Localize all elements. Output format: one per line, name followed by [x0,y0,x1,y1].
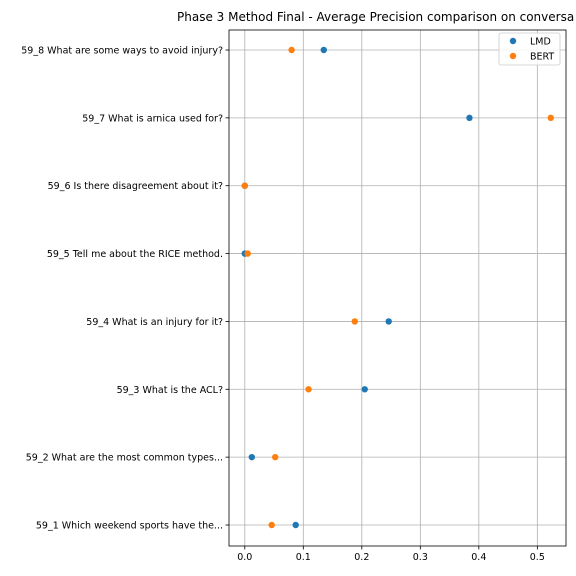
chart-title: Phase 3 Method Final - Average Precision… [177,10,574,24]
x-tick-label: 0.5 [530,552,545,563]
data-points [241,46,554,529]
legend-marker-lmd [509,37,517,45]
point-lmd [320,46,327,54]
point-bert [547,114,554,122]
plot-frame [228,29,567,547]
legend: LMD BERT [498,32,561,66]
y-tick-label: 59_4 What is an injury for it? [86,317,223,328]
point-bert [272,453,279,461]
axes: 0.0 0.1 0.2 0.3 0.4 0.5 59_8 What are some way… [21,29,567,563]
legend-label-lmd: LMD [530,37,551,48]
x-tick-label: 0.3 [413,552,428,563]
point-bert [244,250,251,257]
x-tick-label: 0.4 [471,552,486,563]
y-tick-label: 59_6 Is there disagreement about it? [48,181,223,192]
point-lmd [292,521,299,529]
x-tick-label: 0.1 [296,552,311,563]
legend-marker-bert [509,52,517,60]
y-tick-label: 59_8 What are some ways to avoid injury? [21,46,223,57]
y-tick-label: 59_1 Which weekend sports have the... [36,521,223,532]
point-lmd [248,453,256,461]
y-tick-label: 59_3 What is the ACL? [117,385,223,396]
y-tick-label: 59_5 Tell me about the RICE method. [47,249,223,260]
y-tick-label: 59_2 What are the most common types... [26,453,223,464]
point-bert [305,386,312,393]
point-lmd [361,386,368,393]
y-tick-label: 59_7 What is arnica used for? [82,113,223,124]
x-tick-label: 0.2 [354,552,369,563]
point-lmd [385,318,392,325]
x-tick-label: 0.0 [237,552,252,563]
point-bert [288,46,295,54]
point-bert [351,318,358,325]
grid [229,30,566,546]
point-bert [241,182,248,189]
point-bert [268,521,275,529]
legend-label-bert: BERT [530,52,554,63]
point-lmd [466,114,473,122]
